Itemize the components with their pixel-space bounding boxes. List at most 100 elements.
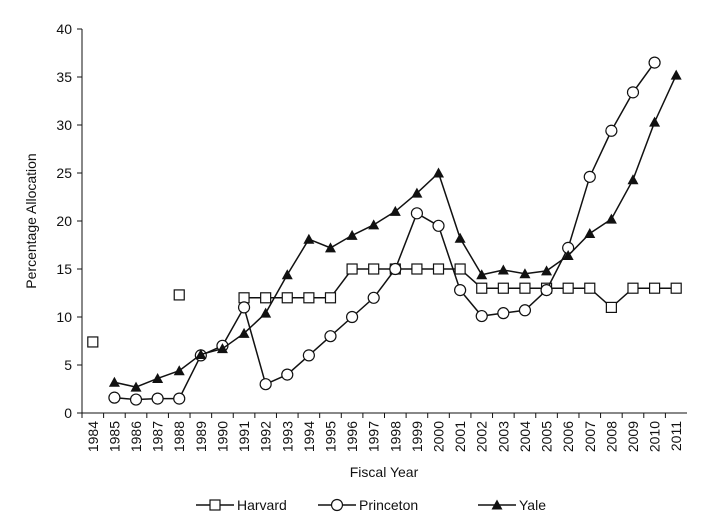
point (519, 282, 531, 294)
point (410, 207, 424, 220)
x-tick-label: 2004 (517, 421, 533, 452)
point (281, 269, 293, 280)
x-tick-label: 2003 (495, 421, 511, 452)
point (648, 282, 661, 294)
point (303, 233, 315, 244)
point (260, 307, 272, 318)
point (562, 250, 574, 261)
point (605, 124, 618, 137)
y-tick-label: 10 (56, 309, 72, 325)
x-axis-label: Fiscal Year (350, 464, 419, 480)
y-axis-label: Percentage Allocation (23, 153, 39, 288)
point (626, 86, 640, 99)
point (152, 372, 164, 383)
x-tick-label: 1994 (301, 421, 317, 452)
x-tick-label: 1996 (344, 421, 360, 452)
y-tick-label: 0 (64, 405, 72, 421)
point (237, 301, 251, 314)
x-tick-label: 1988 (171, 421, 187, 452)
point (173, 392, 186, 405)
x-tick-label: 1993 (279, 421, 295, 452)
point (454, 263, 466, 275)
y-tick-label: 20 (56, 213, 72, 229)
point (368, 263, 380, 275)
point (476, 269, 488, 280)
point (476, 282, 488, 294)
x-tick-label: 1995 (322, 421, 338, 452)
point (195, 348, 207, 359)
point (129, 393, 143, 406)
point (584, 227, 596, 238)
point (346, 263, 358, 275)
point (605, 213, 617, 224)
point (216, 343, 228, 354)
y-tick-label: 35 (56, 69, 72, 85)
x-tick-label: 2002 (474, 421, 490, 452)
point (87, 336, 99, 348)
series-line (114, 74, 677, 388)
x-tick-label: 2005 (539, 421, 555, 452)
x-tick-label: 1984 (85, 421, 101, 452)
x-tick-label: 2001 (452, 421, 468, 452)
point (411, 263, 423, 275)
point (389, 262, 402, 276)
point (541, 265, 553, 276)
point (238, 327, 250, 338)
point (562, 282, 574, 294)
x-tick-label: 1990 (214, 421, 230, 452)
x-tick-label: 1991 (236, 421, 252, 452)
point (324, 330, 337, 343)
point (627, 174, 639, 185)
x-tick-label: 1985 (106, 421, 122, 452)
legend-marker (330, 498, 344, 512)
x-tick-label: 1998 (387, 421, 403, 452)
x-tick-label: 2007 (582, 421, 598, 452)
y-tick-label: 40 (56, 21, 72, 37)
x-tick-label: 1986 (128, 421, 144, 452)
legend-label: Harvard (237, 497, 287, 513)
point (238, 292, 250, 304)
point (583, 170, 596, 183)
x-tick-label: 2010 (647, 421, 663, 452)
y-tick-label: 30 (56, 117, 72, 133)
point (130, 381, 142, 392)
point (345, 310, 359, 324)
point (584, 282, 596, 294)
point (324, 242, 336, 253)
point (648, 56, 661, 69)
point (367, 291, 380, 304)
point (433, 167, 445, 178)
point (605, 301, 617, 313)
point (302, 349, 315, 362)
point (281, 292, 293, 304)
x-tick-label: 1992 (258, 421, 274, 452)
point (649, 116, 661, 127)
point (173, 365, 185, 376)
point (346, 229, 358, 240)
point (627, 282, 639, 294)
point (389, 205, 401, 216)
legend-marker (209, 499, 221, 511)
point (259, 378, 272, 391)
point (670, 282, 682, 294)
point (260, 292, 272, 304)
x-tick-label: 2006 (560, 421, 576, 452)
point (497, 282, 509, 294)
legend-label: Princeton (359, 497, 418, 513)
point (368, 219, 380, 230)
point (432, 263, 445, 275)
point (497, 264, 509, 275)
point (108, 376, 120, 387)
point (108, 391, 121, 404)
x-tick-label: 2008 (603, 421, 619, 452)
point (411, 187, 423, 198)
series-line (114, 62, 656, 401)
x-tick-label: 1997 (366, 421, 382, 452)
legend-marker (491, 499, 503, 510)
point (303, 292, 315, 304)
point (518, 304, 532, 317)
y-tick-label: 5 (64, 357, 72, 373)
point (281, 368, 294, 381)
x-tick-label: 1989 (193, 421, 209, 452)
